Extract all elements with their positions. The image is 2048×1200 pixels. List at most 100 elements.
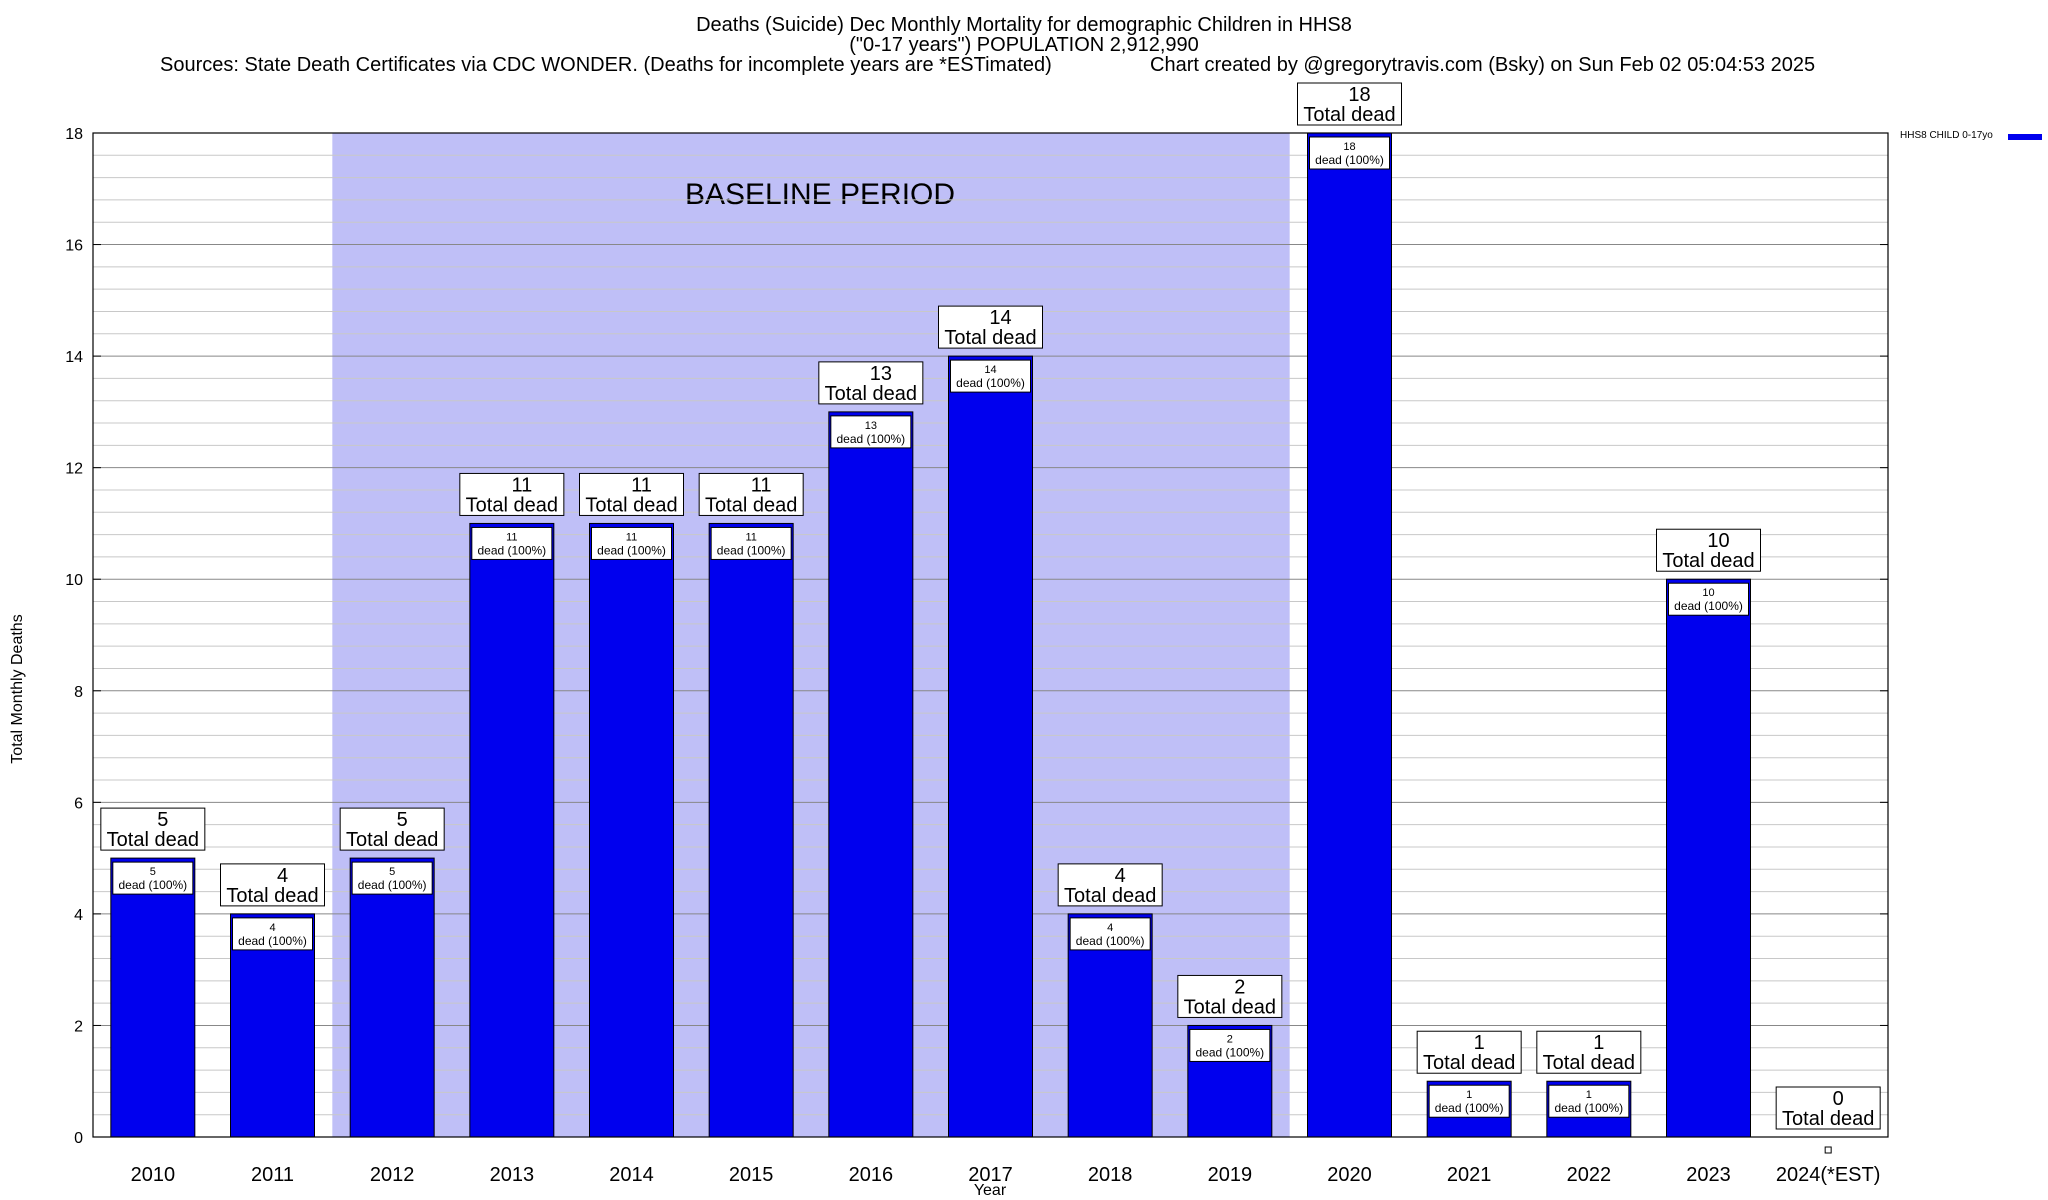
y-tick-label: 4 [74, 907, 83, 924]
x-tick-label: 2022 [1567, 1164, 1612, 1186]
bar-inner-value: 14 [984, 364, 996, 376]
total-label-box [818, 361, 924, 405]
bar-2013 [469, 522, 555, 1138]
x-tick-label: 2015 [729, 1164, 774, 1186]
x-tick-label: 2013 [490, 1164, 535, 1186]
total-label-suffix: Total dead [346, 829, 438, 851]
x-tick-label: 2021 [1447, 1164, 1492, 1186]
total-label-value: 11 [511, 474, 532, 496]
bar-2016 [828, 411, 914, 1138]
y-tick-label: 18 [65, 126, 83, 143]
bar-inner-value: 5 [389, 866, 395, 878]
bar-inner-pct: dead (100%) [1435, 1101, 1504, 1115]
bar-inner-label-box [1668, 582, 1749, 616]
total-label-suffix: Total dead [1543, 1052, 1635, 1074]
legend-entry-label: HHS8 CHILD 0-17yo [1900, 130, 1993, 141]
x-tick-label: 2024(*EST) [1776, 1164, 1881, 1186]
baseline-period-label: BASELINE PERIOD [685, 178, 955, 211]
y-tick-label: 16 [65, 238, 83, 255]
y-tick-label: 12 [65, 461, 83, 478]
total-label-suffix: Total dead [466, 494, 558, 516]
total-label-suffix: Total dead [107, 829, 199, 851]
total-label-box [1057, 863, 1163, 907]
bar-inner-pct: dead (100%) [1315, 153, 1384, 167]
bar-inner-value: 18 [1343, 141, 1355, 153]
bar-2024(*EST)-empty-marker [1824, 1146, 1832, 1154]
total-label-box [100, 807, 206, 851]
bar-inner-value: 10 [1702, 587, 1714, 599]
bar-inner-value: 11 [506, 531, 517, 543]
x-tick-label: 2011 [251, 1164, 294, 1186]
bar-inner-value: 11 [745, 531, 756, 543]
total-label-suffix: Total dead [825, 383, 917, 405]
bar-inner-value: 4 [1107, 922, 1113, 934]
x-tick-label: 2023 [1686, 1164, 1731, 1186]
total-label-value: 13 [870, 363, 892, 385]
bar-inner-value: 13 [865, 420, 877, 432]
bar-inner-pct: dead (100%) [118, 878, 187, 892]
x-tick-label: 2014 [609, 1164, 654, 1186]
bar-2012 [349, 857, 435, 1138]
bar-inner-pct: dead (100%) [238, 934, 307, 948]
total-label-box [698, 472, 804, 516]
bar-inner-pct: dead (100%) [1195, 1045, 1264, 1059]
bar-inner-label-box [232, 917, 313, 951]
bar-inner-pct: dead (100%) [1076, 934, 1145, 948]
bar-inner-value: 5 [150, 866, 156, 878]
bar-inner-pct: dead (100%) [956, 376, 1025, 390]
chart-title-line-1: Deaths (Suicide) Dec Monthly Mortality f… [696, 14, 1352, 36]
chart-credit: Chart created by @gregorytravis.com (Bsk… [1150, 54, 1816, 76]
total-label-suffix: Total dead [705, 494, 797, 516]
bar-inner-label-box [1309, 136, 1390, 170]
bar-inner-label-box [471, 526, 553, 560]
total-label-suffix: Total dead [1782, 1108, 1874, 1130]
x-tick-label: 2010 [131, 1164, 176, 1186]
total-label-box [938, 305, 1043, 349]
total-label-suffix: Total dead [1423, 1052, 1515, 1074]
bar-2023 [1666, 578, 1751, 1138]
bar-2014 [589, 522, 674, 1138]
x-tick-label: 2017 [968, 1164, 1013, 1186]
total-label-box [1775, 1086, 1881, 1130]
y-tick-label: 8 [74, 684, 83, 701]
y-tick-label: 10 [65, 572, 83, 589]
bar-inner-value: 2 [1227, 1033, 1233, 1045]
total-label-box [1416, 1030, 1522, 1074]
legend-swatch [2008, 134, 2042, 140]
y-tick-label: 2 [74, 1018, 83, 1035]
total-label-value: 14 [989, 307, 1011, 329]
total-label-box [579, 472, 684, 516]
bar-2015 [708, 522, 794, 1138]
bar-inner-pct: dead (100%) [477, 543, 546, 557]
bar-inner-label-box [1189, 1028, 1271, 1062]
total-label-box [1177, 974, 1283, 1018]
bar-inner-pct: dead (100%) [597, 543, 666, 557]
bar-inner-label-box [591, 526, 672, 560]
total-label-box [459, 472, 565, 516]
chart-title-line-2: ("0-17 years") POPULATION 2,912,990 [849, 34, 1199, 56]
total-label-suffix: Total dead [226, 885, 318, 907]
bar-inner-value: 1 [1466, 1089, 1472, 1101]
total-label-value: 1 [1474, 1032, 1485, 1054]
bar-inner-label-box [1069, 917, 1151, 951]
bar-2017 [948, 355, 1033, 1138]
total-label-box [339, 807, 445, 851]
total-label-box [1536, 1030, 1642, 1074]
bar-inner-pct: dead (100%) [717, 543, 786, 557]
bar-inner-value: 11 [626, 531, 637, 543]
bar-inner-value: 4 [269, 922, 275, 934]
plot-frame [92, 132, 1889, 1138]
y-tick-label: 0 [74, 1130, 83, 1147]
total-label-value: 5 [157, 809, 168, 831]
total-label-value: 11 [631, 474, 652, 496]
total-label-suffix: Total dead [944, 327, 1036, 349]
x-tick-label: 2018 [1088, 1164, 1133, 1186]
bar-inner-label-box [1428, 1084, 1510, 1118]
total-label-suffix: Total dead [1303, 104, 1395, 126]
total-label-suffix: Total dead [1662, 550, 1754, 572]
total-label-value: 0 [1833, 1088, 1844, 1110]
total-label-value: 4 [277, 865, 288, 887]
total-label-suffix: Total dead [1184, 996, 1276, 1018]
x-axis-label: Year [973, 1182, 1007, 1199]
bar-2020 [1307, 132, 1392, 1138]
